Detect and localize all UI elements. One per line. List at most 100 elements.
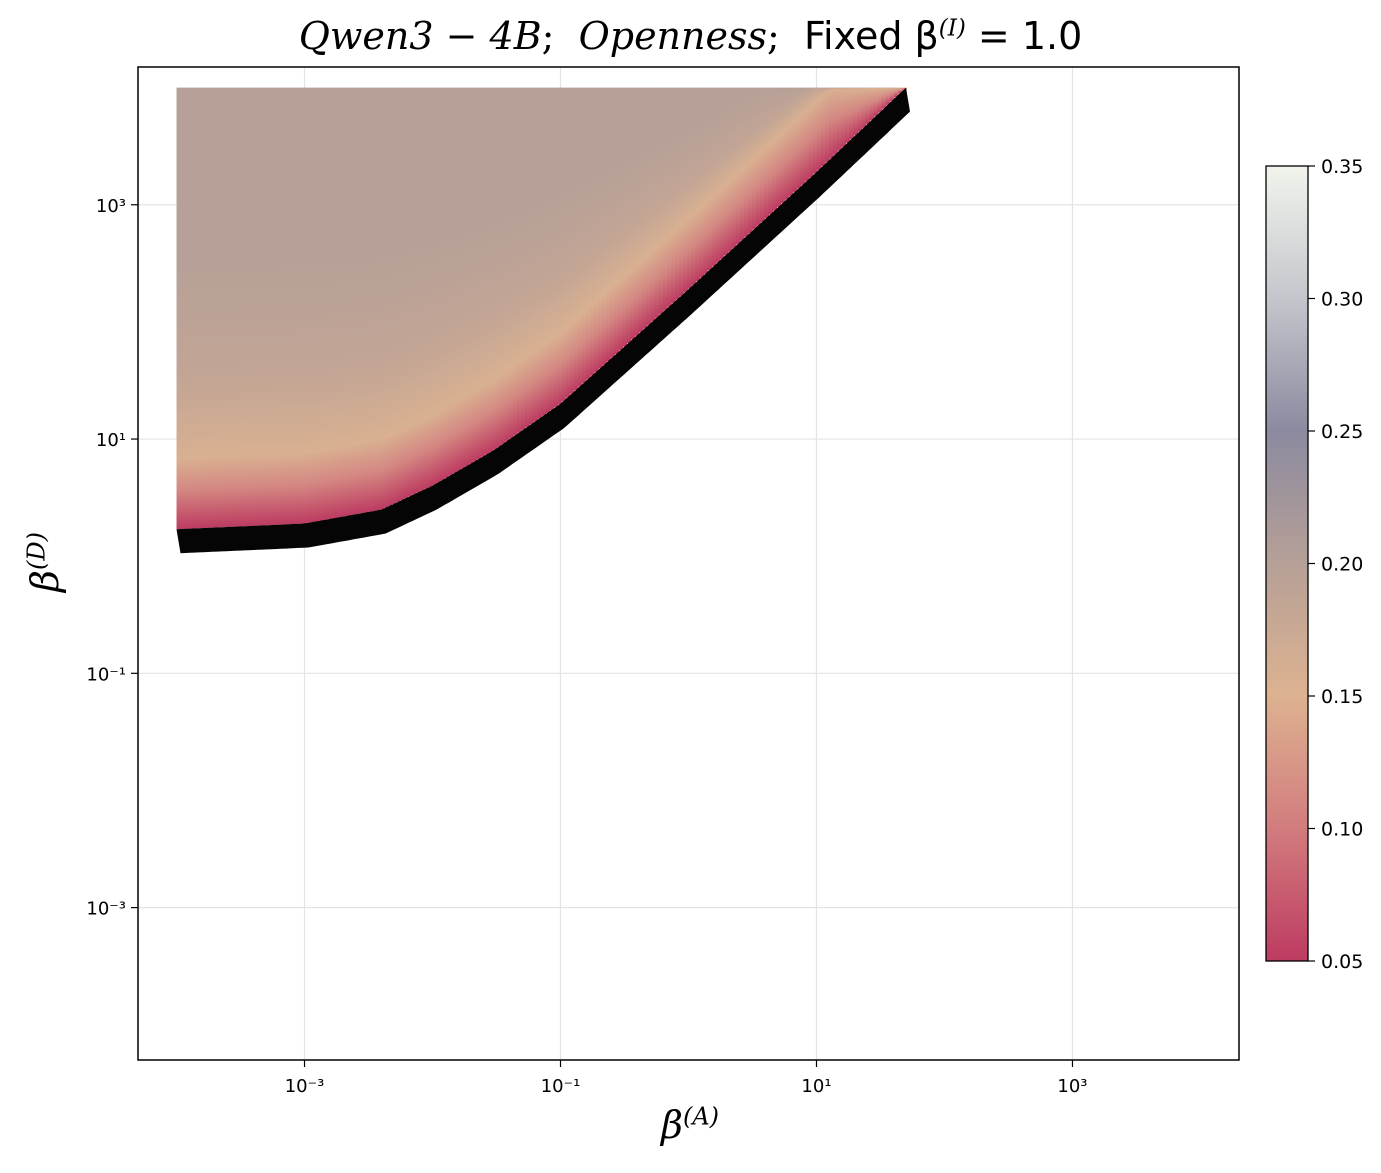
heatmap-cell <box>845 87 851 144</box>
heatmap-cell <box>314 87 320 522</box>
heatmap-cell <box>472 87 478 462</box>
heatmap-cell <box>488 87 494 453</box>
heatmap-cell <box>873 87 879 117</box>
heatmap-cell <box>658 87 664 315</box>
x-tick-label: 10⁻¹ <box>541 1076 581 1097</box>
heatmap-cell <box>480 87 486 457</box>
heatmap-cell <box>711 87 717 267</box>
y-tick-label: 10³ <box>96 196 126 217</box>
heatmap-cell <box>561 87 567 402</box>
heatmap-cell <box>747 87 753 234</box>
x-tick-label: 10¹ <box>801 1076 831 1097</box>
heatmap-cell <box>439 87 445 481</box>
heatmap-cell <box>362 87 368 513</box>
heatmap-cell <box>399 87 405 501</box>
y-tick-label: 10⁻¹ <box>86 664 126 685</box>
colorbar-tick-label: 0.30 <box>1321 289 1363 311</box>
heatmap-cell <box>610 87 615 358</box>
heatmap-cell <box>306 87 312 523</box>
heatmap-cell <box>366 87 372 512</box>
heatmap-cell <box>379 87 385 510</box>
heatmap-cell <box>833 87 838 155</box>
x-axis-ticks: 10⁻³ 10⁻¹ 10¹ 10³ <box>285 1060 1088 1097</box>
heatmap-cell <box>897 87 903 94</box>
heatmap-cell <box>687 87 692 289</box>
heatmap-cell <box>751 87 757 230</box>
heatmap-cell <box>371 87 376 512</box>
heatmap-cell <box>456 87 461 471</box>
heatmap-cell <box>184 87 190 529</box>
y-axis-label-sup: (D) <box>22 532 51 570</box>
heatmap-cell <box>484 87 490 455</box>
heatmap-cell <box>865 87 871 124</box>
heatmap-cell <box>281 87 287 525</box>
heatmap-cell <box>269 87 275 525</box>
heatmap-cell <box>289 87 295 525</box>
heatmap-cell <box>597 87 603 369</box>
colorbar-tick-label: 0.15 <box>1321 686 1363 708</box>
heatmap-cell <box>784 87 790 200</box>
heatmap-cell <box>330 87 336 519</box>
heatmap-cell <box>346 87 352 516</box>
y-tick-label: 10⁻³ <box>86 899 126 920</box>
x-tick-label: 10³ <box>1057 1076 1087 1097</box>
heatmap-cell <box>630 87 636 340</box>
heatmap-cell <box>812 87 818 174</box>
heatmap-cell <box>322 87 328 520</box>
heatmap-cell <box>589 87 595 376</box>
heatmap-cell <box>237 87 243 527</box>
heatmap-cell <box>618 87 624 351</box>
heatmap-cell <box>383 87 389 508</box>
heatmap-cell <box>683 87 688 293</box>
heatmap-cell <box>723 87 729 256</box>
heatmap-cell <box>816 87 822 170</box>
heatmap-cell <box>788 87 794 196</box>
heatmap-cell <box>204 87 210 528</box>
heatmap-cell <box>176 87 182 530</box>
heatmap-cell <box>512 87 518 436</box>
heatmap-cell <box>553 87 559 408</box>
heatmap-cell <box>792 87 798 193</box>
heatmap-cell <box>707 87 713 271</box>
heatmap-cell <box>893 87 899 98</box>
heatmap-cell <box>192 87 198 529</box>
heatmap-cell <box>387 87 393 506</box>
heatmap-cell <box>654 87 660 318</box>
heatmap-cell <box>824 87 830 163</box>
heatmap-cell <box>318 87 324 521</box>
heatmap-cell <box>188 87 194 529</box>
y-tick-label: 10¹ <box>96 430 126 451</box>
heatmap-cell <box>703 87 709 274</box>
heatmap-cell <box>581 87 587 383</box>
heatmap-cell <box>468 87 474 464</box>
colorbar-tick-label: 0.05 <box>1321 951 1363 973</box>
heatmap-cell <box>756 87 761 226</box>
heatmap-cell <box>180 87 186 529</box>
heatmap-cell <box>431 87 437 485</box>
heatmap-cell <box>634 87 640 336</box>
heatmap-cell <box>294 87 299 524</box>
heatmap-cell <box>666 87 672 307</box>
heatmap-cell <box>650 87 656 322</box>
heatmap-cell <box>545 87 551 413</box>
heatmap-region <box>176 87 907 530</box>
heatmap-cell <box>217 87 222 528</box>
heatmap-cell <box>257 87 263 526</box>
heatmap-cell <box>593 87 599 373</box>
heatmap-cell <box>516 87 522 433</box>
heatmap-cell <box>508 87 514 439</box>
heatmap-cell <box>735 87 741 245</box>
heatmap-cell <box>760 87 765 222</box>
heatmap-cell <box>731 87 737 248</box>
heatmap-cell <box>670 87 676 304</box>
heatmap-cell <box>265 87 271 526</box>
y-axis-ticks: 10⁻³ 10⁻¹ 10¹ 10³ <box>86 196 138 920</box>
heatmap-cell <box>338 87 344 517</box>
heatmap-cell <box>800 87 806 185</box>
heatmap-cell <box>861 87 867 128</box>
heatmap-cell <box>310 87 316 523</box>
heatmap-cell <box>772 87 778 211</box>
heatmap-cell <box>496 87 502 447</box>
heatmap-cell <box>695 87 701 282</box>
heatmap-cell <box>877 87 883 113</box>
